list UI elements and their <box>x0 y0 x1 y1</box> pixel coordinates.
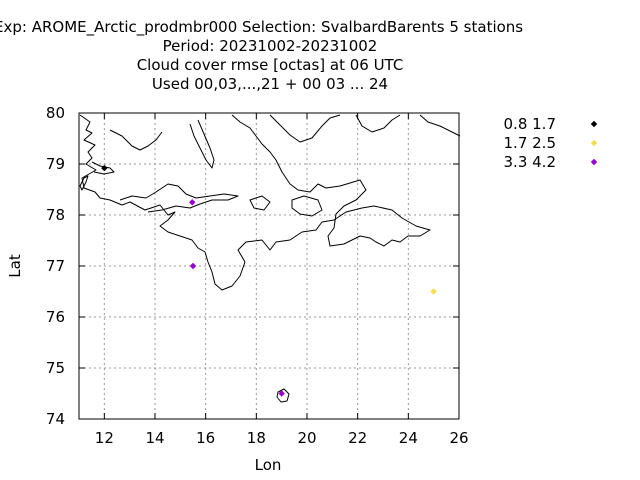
station-marker-series-2 <box>189 199 196 206</box>
legend-label: 3.3 4.2 <box>504 153 556 171</box>
fjord-kongsfjorden <box>91 161 115 175</box>
station-marker-series-0 <box>101 164 108 172</box>
legend-marker <box>590 158 598 166</box>
grid <box>79 113 459 419</box>
title-line-period: Period: 20231002-20231002 <box>163 37 378 55</box>
island-prins-karls <box>79 175 89 191</box>
x-tick-label: 16 <box>196 429 215 447</box>
title-line-variable: Cloud cover rmse [octas] at 06 UTC <box>137 56 404 74</box>
island-bjornoya <box>276 388 290 403</box>
legend-label: 0.8 1.7 <box>504 115 556 133</box>
svalbard-west-coast <box>79 114 431 291</box>
y-tick-label: 78 <box>46 206 65 224</box>
station-marker-series-1 <box>430 288 437 295</box>
x-tick-label: 22 <box>348 429 367 447</box>
y-axis-ticks: 74 75 76 77 78 79 80 <box>46 104 459 428</box>
x-tick-label: 20 <box>297 429 316 447</box>
station-markers <box>101 164 437 397</box>
station-marker-series-2 <box>189 262 197 270</box>
x-tick-label: 12 <box>95 429 114 447</box>
y-tick-label: 75 <box>46 359 65 377</box>
x-axis-ticks: 12 14 16 18 20 22 24 26 <box>95 113 469 447</box>
y-tick-label: 79 <box>46 155 65 173</box>
y-axis-label: Lat <box>6 254 24 278</box>
y-tick-label: 76 <box>46 308 65 326</box>
y-tick-label: 74 <box>46 410 65 428</box>
svalbard-northeast-coast <box>269 114 461 143</box>
legend-marker <box>590 139 598 147</box>
title-line-experiment: Exp: AROME_Arctic_prodmbr000 Selection: … <box>0 18 523 37</box>
legend-marker <box>590 120 598 128</box>
coastline-map <box>79 114 461 403</box>
legend-label: 1.7 2.5 <box>504 134 556 152</box>
island-barentsoya <box>249 195 271 211</box>
title-line-used: Used 00,03,...,21 + 00 03 ... 24 <box>152 75 388 93</box>
station-marker-series-2 <box>278 390 285 397</box>
island-edgeoya <box>291 195 323 217</box>
y-tick-label: 80 <box>46 104 65 122</box>
fjord-isfjorden <box>119 183 239 213</box>
y-tick-label: 77 <box>46 257 65 275</box>
x-axis-label: Lon <box>255 456 282 474</box>
legend: 0.8 1.71.7 2.53.3 4.2 <box>504 115 598 171</box>
x-tick-label: 18 <box>247 429 266 447</box>
x-tick-label: 26 <box>449 429 468 447</box>
fjord-north <box>109 129 163 151</box>
x-tick-label: 24 <box>399 429 418 447</box>
chart-title: Exp: AROME_Arctic_prodmbr000 Selection: … <box>0 18 523 93</box>
fjord-wijdefjorden <box>189 119 215 169</box>
x-tick-label: 14 <box>145 429 164 447</box>
